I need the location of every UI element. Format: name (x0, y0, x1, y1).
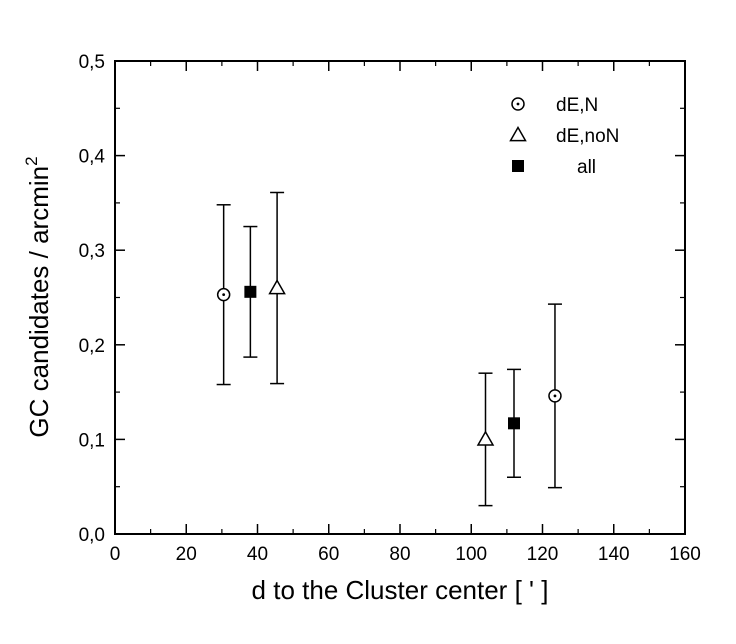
marker-square-filled (244, 285, 257, 298)
x-axis-label: d to the Cluster center [ ' ] (252, 575, 549, 605)
legend-label: dE,noN (556, 126, 619, 147)
x-tick-label: 80 (389, 544, 410, 565)
legend-item: dE,N (511, 95, 598, 116)
y-tick-label: 0,5 (79, 52, 105, 73)
legend-label: dE,N (556, 95, 598, 116)
x-tick-label: 120 (527, 544, 559, 565)
y-axis-label: GC candidates / arcmin2 (22, 156, 54, 437)
series-dE,noN (268, 191, 495, 507)
x-tick-label: 40 (247, 544, 268, 565)
marker-triangle-open (476, 430, 495, 446)
marker-square-filled (508, 417, 520, 430)
y-tick-label: 0,1 (79, 430, 105, 451)
series-dE,N (216, 204, 562, 489)
marker-circle-dot (222, 293, 226, 297)
legend-label: all (577, 157, 596, 178)
y-tick-label: 0,2 (79, 336, 105, 357)
y-axis-label-main: GC candidates / arcmin (24, 166, 54, 438)
ticks-layer: 0 20 40 60 80 100 120 140 160 0,0 0,1 0,2 0,3 0,4 0,5 (79, 52, 701, 565)
legend-item: dE,noN (509, 125, 619, 147)
y-tick-label: 0,0 (79, 525, 105, 546)
y-tick-label: 0,4 (79, 147, 106, 168)
x-tick-label: 100 (455, 544, 487, 565)
marker-triangle-open (268, 279, 286, 295)
marker-circle-dot (553, 394, 557, 398)
marker-triangle-open (509, 125, 527, 142)
y-tick-label: 0,3 (79, 241, 105, 262)
marker-square-filled (512, 160, 524, 172)
x-tick-label: 20 (176, 544, 197, 565)
x-tick-label: 140 (598, 544, 630, 565)
series-all (243, 225, 521, 478)
x-tick-label: 60 (318, 544, 339, 565)
marker-circle-dot (516, 102, 520, 106)
series-layer (216, 191, 562, 507)
legend: dE,N dE,noN all (509, 95, 619, 178)
legend-item: all (512, 157, 596, 178)
x-tick-label: 160 (669, 544, 701, 565)
x-tick-label: 0 (110, 544, 121, 565)
y-axis-label-superscript: 2 (22, 156, 41, 165)
